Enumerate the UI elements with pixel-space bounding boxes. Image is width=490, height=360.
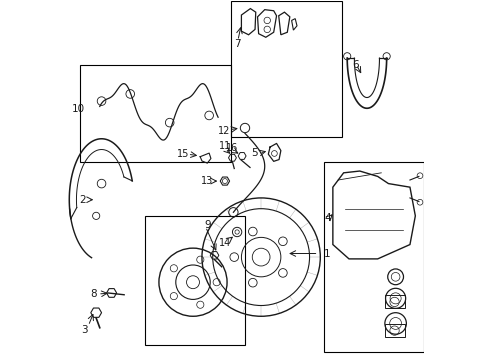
Text: 14: 14	[219, 238, 231, 248]
Bar	[231, 1, 342, 137]
Text: 1: 1	[324, 248, 331, 258]
Text: 2: 2	[79, 195, 86, 205]
Text: 3: 3	[81, 325, 88, 335]
Text: 5: 5	[251, 148, 258, 158]
Bar	[80, 65, 231, 162]
Text: 15: 15	[177, 149, 190, 159]
Bar	[324, 162, 424, 352]
Bar	[385, 296, 405, 309]
Bar	[385, 324, 405, 337]
Text: 12: 12	[218, 126, 230, 136]
Text: 10: 10	[72, 104, 85, 114]
Text: 7: 7	[234, 40, 241, 49]
Text: 8: 8	[90, 289, 97, 299]
Bar	[145, 216, 245, 345]
Text: 11: 11	[219, 141, 231, 151]
Text: 9: 9	[204, 220, 211, 230]
Text: 16: 16	[226, 143, 239, 153]
Text: 6: 6	[352, 60, 359, 70]
Text: 13: 13	[201, 176, 214, 186]
Text: 4: 4	[325, 213, 332, 222]
